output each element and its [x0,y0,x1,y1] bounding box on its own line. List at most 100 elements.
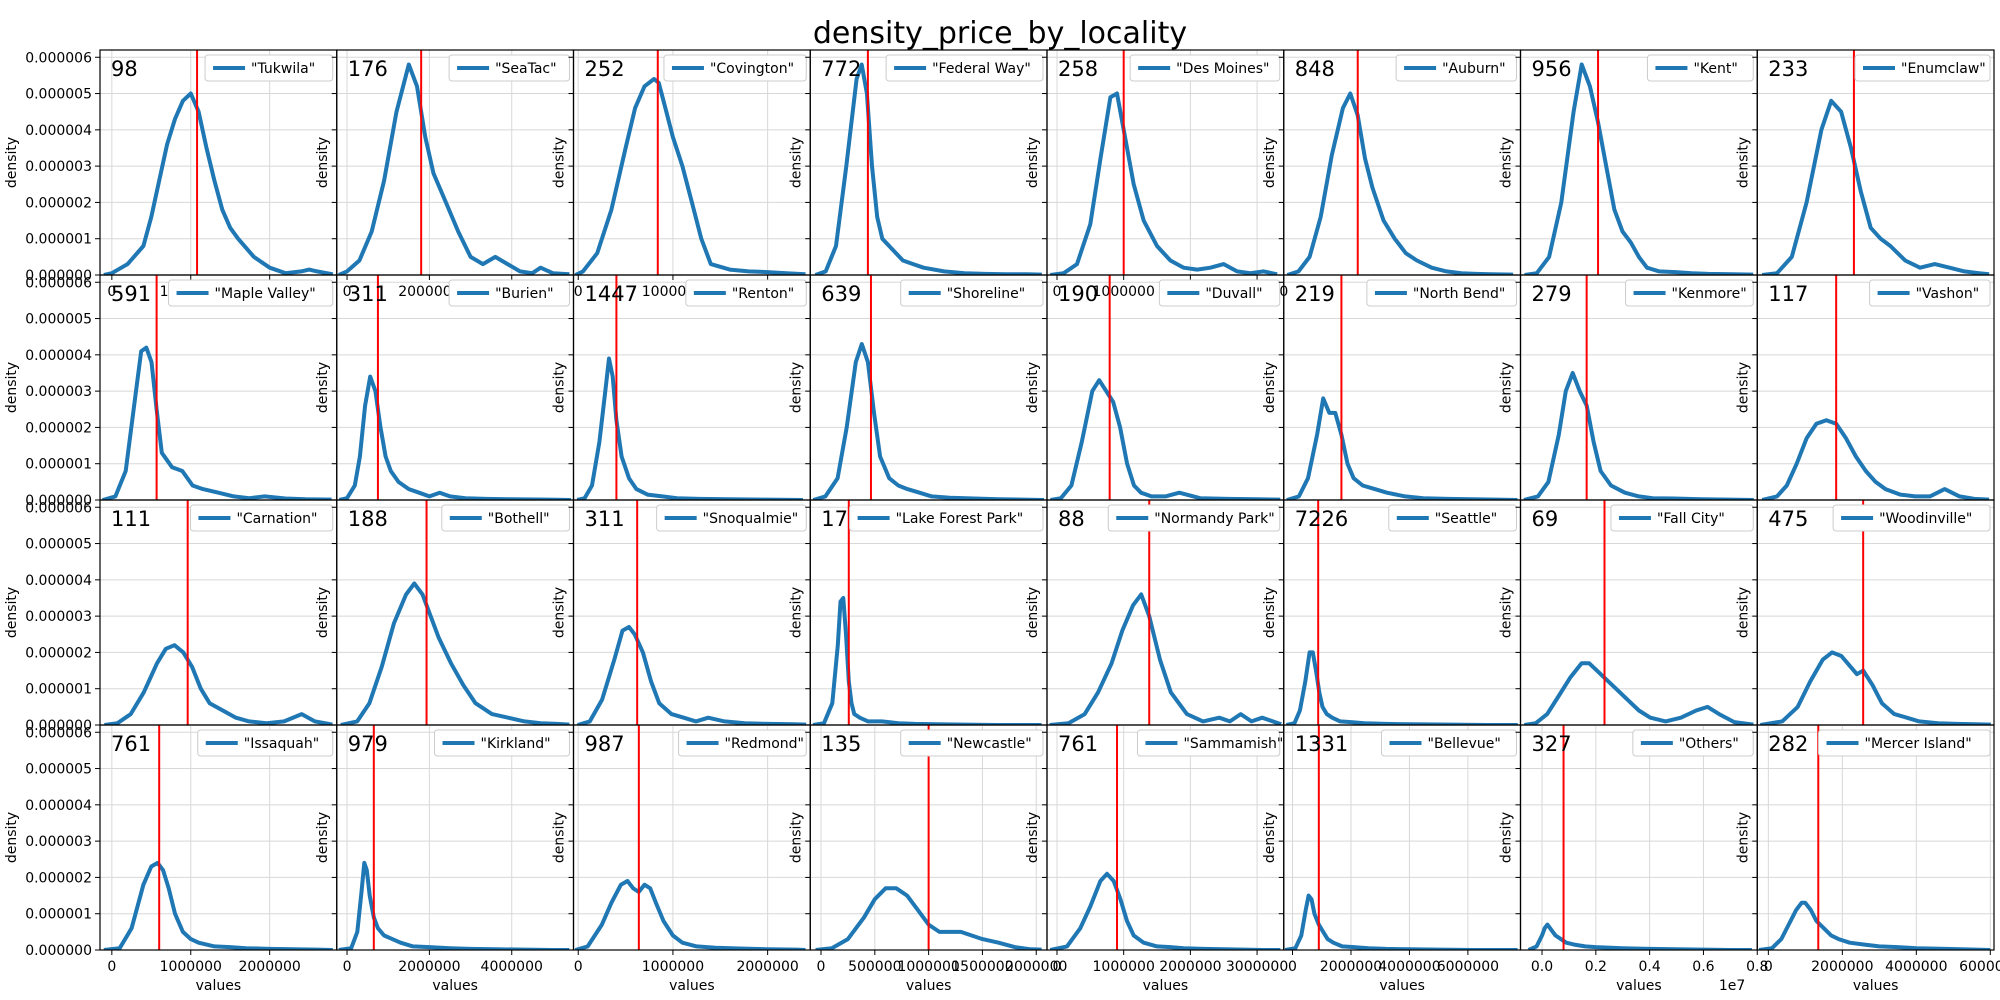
x-axis-label: values [1143,978,1189,994]
x-tick-label: 0 [107,284,116,300]
y-tick-label: 0.000000 [25,943,92,959]
y-axis-label: density [1025,812,1041,863]
count-label: 69 [1532,507,1559,531]
y-tick-label: 0.000002 [25,645,92,661]
y-tick-label: 0.000004 [25,348,92,364]
legend-box [656,504,807,532]
legend-box [1107,504,1281,532]
panel-25: 0 2000000 4000000 979 "Kirkland" density value… [315,724,575,994]
count-label: 772 [821,57,861,81]
density-line [1286,396,1518,500]
x-tick-label: 2000000 [1811,959,1873,975]
density-line [102,345,332,500]
panel-19: 173 "Lake Forest Park"density [788,499,1048,726]
legend-box [1136,729,1281,757]
density-line [1284,893,1518,950]
legend-label: "Tukwila" [251,61,315,77]
legend-label: "Snoqualmie" [703,511,799,527]
y-axis-label: density [1025,587,1041,638]
panel-frame [1046,499,1285,726]
y-tick-label: 0.000003 [25,609,92,625]
legend-box [1625,279,1754,307]
count-label: 252 [585,57,625,81]
legend-box [1158,279,1281,307]
legend-label: "SeaTac" [495,61,556,77]
panel-12: 190 "Duvall" density [1025,274,1285,501]
y-tick-label: 0.000001 [25,682,92,698]
count-label: 956 [1532,57,1572,81]
x-tick-label: 0.2 [1585,959,1607,975]
x-tick-label: 0 [1053,959,1062,975]
legend-label: "Lake Forest Park" [896,511,1024,527]
density-line [814,62,1042,275]
y-tick-label: 0.000005 [25,762,92,778]
legend-label: "Bothell" [488,511,550,527]
count-label: 88 [1058,507,1085,531]
y-axis-label: density [788,812,804,863]
y-tick-label: 0.000006 [25,500,92,516]
density-line [1523,371,1754,500]
y-axis-label: density [315,812,331,863]
y-tick-label: 0.000000 [25,718,92,734]
x-axis-label: values [906,978,952,994]
density-line [1050,91,1278,275]
y-tick-label: 0.000001 [25,457,92,473]
x-tick-label: 2000000 [398,284,460,300]
y-axis-label: density [4,587,20,638]
legend-box [900,279,1044,307]
panel-frame [1519,274,1758,501]
density-line [338,374,571,500]
y-tick-label: 0.000004 [25,123,92,139]
panel-frame [336,49,575,276]
panel-6: 956 "Kent" density [1499,49,1758,276]
y-axis-label: density [1499,362,1515,413]
x-tick-label: 0 [817,959,826,975]
y-axis-label: density [1025,137,1041,188]
density-line [103,91,334,275]
y-tick-label: 0.000003 [25,834,92,850]
y-axis-label: density [1262,587,1278,638]
legend-box [1869,279,1991,307]
x-tick-label: 0.8 [1746,959,1768,975]
density-line [812,596,1042,725]
legend-label: "Enumclaw" [1901,61,1986,77]
legend-label: "Shoreline" [947,286,1026,302]
x-tick-label: 0.0 [1531,959,1553,975]
legend-label: "Mercer Island" [1865,736,1972,752]
legend-label: "Federal Way" [932,61,1031,77]
y-axis-label: density [552,587,568,638]
y-tick-label: 0.000001 [25,232,92,248]
legend-label: "Kent" [1693,61,1737,77]
x-tick-label: 4000000 [1885,959,1947,975]
panel-frame [1283,274,1522,501]
legend-label: "Seattle" [1435,511,1497,527]
legend-box [441,504,570,532]
y-tick-label: 0.000002 [25,420,92,436]
x-tick-label: 6000000 [1437,959,1499,975]
x-tick-label: 1000000 [642,959,704,975]
legend-box [434,729,570,757]
panel-frame [572,499,811,726]
x-tick-label: 0 [343,284,352,300]
panel-22: 69 "Fall City" density [1499,499,1758,726]
panel-20: 88 "Normandy Park" density [1025,499,1285,726]
x-tick-label: 0 [574,284,583,300]
density-line [104,643,333,725]
x-tick-label: 1000000 [1093,284,1155,300]
panel-10: 1447 "Renton" density [552,274,811,501]
panel-24: 0.000000 0.000001 0.000002 0.000003 0.000004… [4,724,338,994]
legend-box [1854,54,1991,82]
panel-21: 7226 "Seattle" density [1262,499,1522,726]
legend-box [678,729,807,757]
legend-label: "Burien" [495,286,553,302]
legend-label: "Newcastle" [947,736,1032,752]
count-label: 98 [111,57,138,81]
legend-label: "Duvall" [1205,286,1262,302]
density-line [1527,922,1752,950]
panel-11: 639 "Shoreline" density [788,274,1048,501]
y-axis-label: density [4,362,20,413]
y-tick-label: 0.000000 [25,493,92,509]
x-tick-label: 4000000 [481,959,543,975]
count-label: 1331 [1295,732,1348,756]
